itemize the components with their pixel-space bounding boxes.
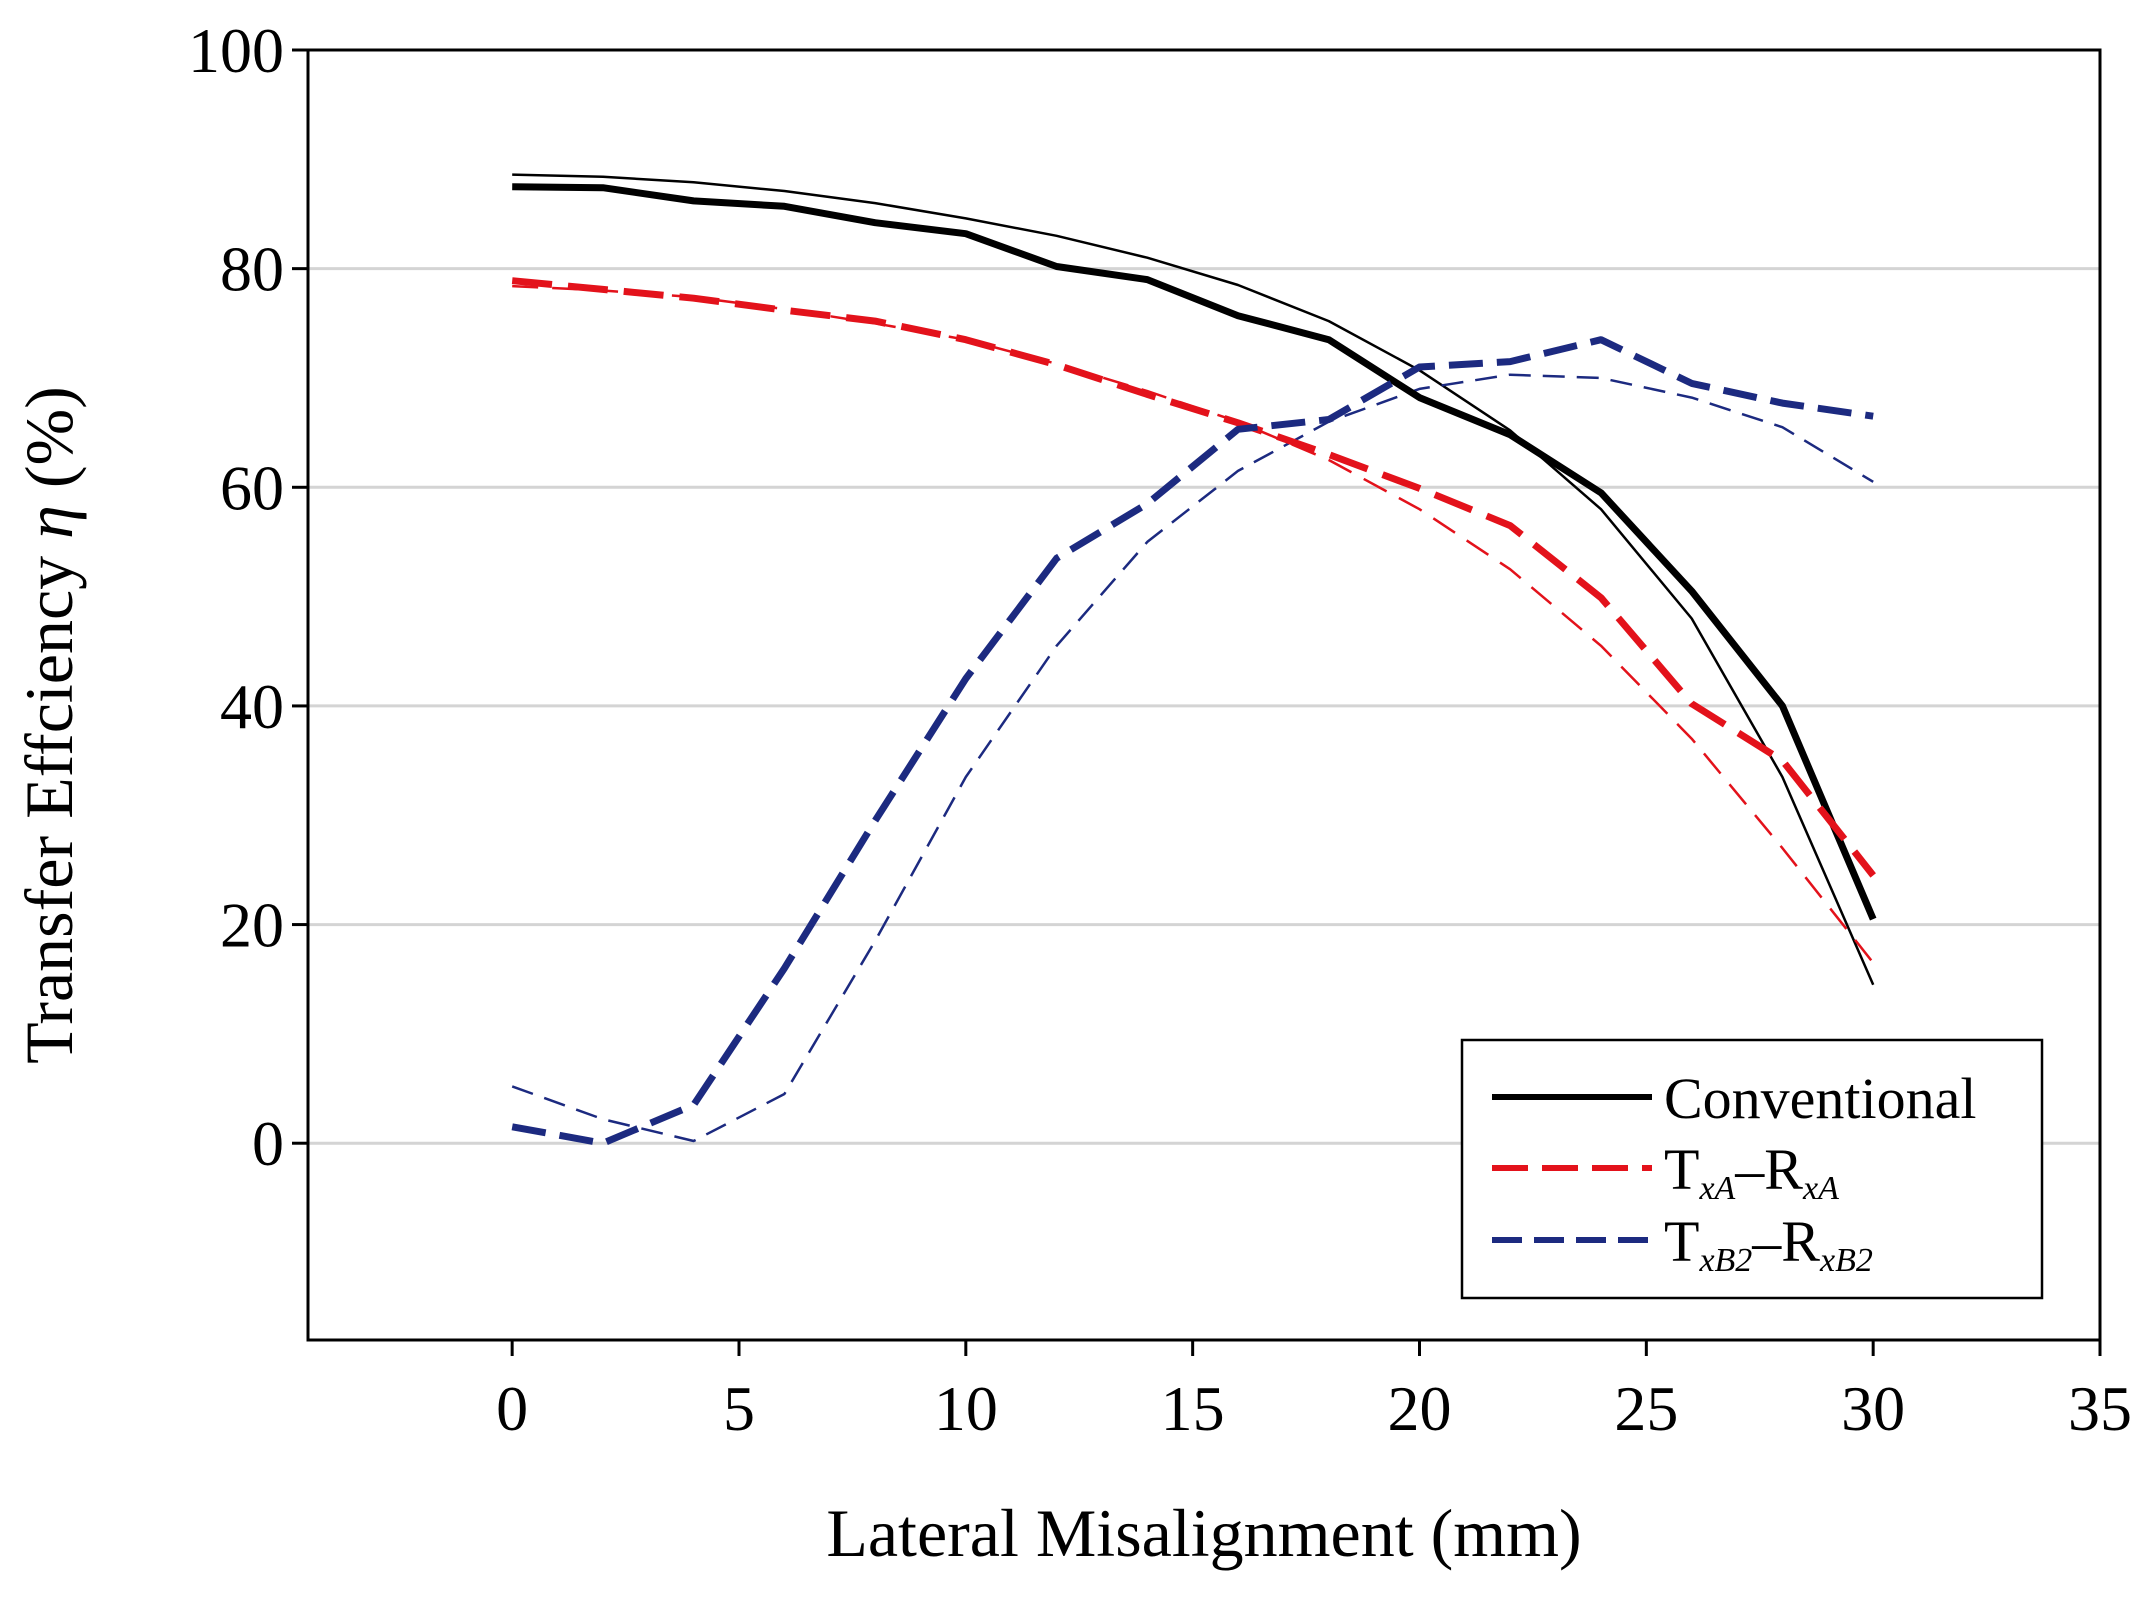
legend-txb2-dash: – xyxy=(1751,1209,1782,1274)
x-tick-label-10: 10 xyxy=(934,1373,998,1444)
legend-label-txa-rxa: TxA–RxA xyxy=(1664,1137,1839,1207)
legend-txa-r-sub: xA xyxy=(1802,1170,1839,1207)
y-tick-label-60: 60 xyxy=(220,452,284,523)
legend-txb2-t-sub: xB2 xyxy=(1698,1242,1752,1279)
legend-txa-t-sub: xA xyxy=(1698,1170,1735,1207)
legend-txb2-r: R xyxy=(1781,1209,1820,1274)
series-line-txb2-rxb2-thin xyxy=(511,373,1874,1143)
x-tick-label-30: 30 xyxy=(1841,1373,1905,1444)
legend-txa-dash: – xyxy=(1734,1137,1765,1202)
x-tick-label-35: 35 xyxy=(2068,1373,2132,1444)
legend-item-txa-rxa: TxA–RxA xyxy=(1492,1137,1839,1207)
legend-label-conventional: Conventional xyxy=(1664,1066,1977,1131)
legend-txa-t: T xyxy=(1664,1137,1699,1202)
series-line-txa-rxa xyxy=(511,277,1876,878)
legend: Conventional TxA–RxA TxB2–RxB2 xyxy=(1460,1038,2044,1300)
legend-txb2-r-sub: xB2 xyxy=(1819,1242,1873,1279)
legend-item-txb2-rxb2: TxB2–RxB2 xyxy=(1492,1209,1873,1279)
x-axis-title: Lateral Misalignment (mm) xyxy=(826,1495,1581,1571)
series-line-txb2-rxb2 xyxy=(511,336,1874,1147)
y-axis-title-unit: (%) xyxy=(11,386,87,505)
y-axis-title-text: Transfer Effciency xyxy=(11,539,87,1064)
y-axis-title-symbol: η xyxy=(11,505,87,539)
plot-area-frame xyxy=(306,48,2102,1342)
legend-txb2-t: T xyxy=(1664,1209,1699,1274)
legend-label-txb2-rxb2: TxB2–RxB2 xyxy=(1664,1209,1873,1279)
y-tick-label-100: 100 xyxy=(188,15,284,86)
x-tick-label-25: 25 xyxy=(1614,1373,1678,1444)
y-tick-label-80: 80 xyxy=(220,234,284,305)
series-lines xyxy=(511,173,1877,1147)
x-tick-label-5: 5 xyxy=(723,1373,755,1444)
axis-ticks: 0 20 40 60 80 100 0 5 10 15 20 25 30 35 xyxy=(188,15,2132,1444)
y-tick-label-0: 0 xyxy=(252,1108,284,1179)
legend-item-conventional: Conventional xyxy=(1492,1066,1977,1131)
y-axis-title: Transfer Effciency η (%) xyxy=(11,386,87,1064)
series-line-txa-rxa-thin xyxy=(512,284,1875,964)
x-tick-label-15: 15 xyxy=(1161,1373,1225,1444)
y-tick-label-40: 40 xyxy=(220,671,284,742)
grid-lines xyxy=(308,267,2100,1145)
series-line-conventional-thin xyxy=(512,173,1875,986)
x-tick-label-20: 20 xyxy=(1387,1373,1451,1444)
y-tick-label-20: 20 xyxy=(220,890,284,961)
series-line-conventional xyxy=(512,183,1877,921)
legend-txa-r: R xyxy=(1764,1137,1803,1202)
x-tick-label-0: 0 xyxy=(496,1373,528,1444)
